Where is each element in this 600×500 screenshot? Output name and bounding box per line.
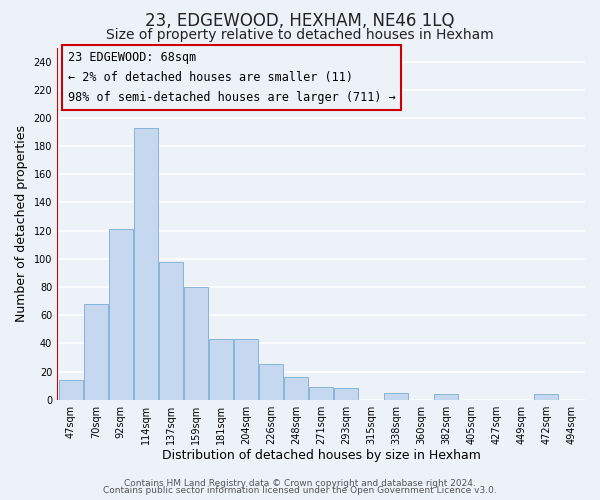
- Bar: [535, 394, 558, 400]
- Bar: [309, 387, 333, 400]
- Bar: [234, 339, 258, 400]
- Bar: [134, 128, 158, 400]
- Bar: [334, 388, 358, 400]
- Bar: [184, 287, 208, 400]
- Text: 23 EDGEWOOD: 68sqm
← 2% of detached houses are smaller (11)
98% of semi-detached: 23 EDGEWOOD: 68sqm ← 2% of detached hous…: [68, 51, 395, 104]
- Bar: [434, 394, 458, 400]
- Text: Contains HM Land Registry data © Crown copyright and database right 2024.: Contains HM Land Registry data © Crown c…: [124, 478, 476, 488]
- Bar: [259, 364, 283, 400]
- Bar: [109, 229, 133, 400]
- Text: Size of property relative to detached houses in Hexham: Size of property relative to detached ho…: [106, 28, 494, 42]
- Bar: [159, 262, 183, 400]
- Bar: [209, 339, 233, 400]
- X-axis label: Distribution of detached houses by size in Hexham: Distribution of detached houses by size …: [161, 450, 481, 462]
- Text: 23, EDGEWOOD, HEXHAM, NE46 1LQ: 23, EDGEWOOD, HEXHAM, NE46 1LQ: [145, 12, 455, 30]
- Bar: [384, 392, 408, 400]
- Text: Contains public sector information licensed under the Open Government Licence v3: Contains public sector information licen…: [103, 486, 497, 495]
- Bar: [84, 304, 108, 400]
- Y-axis label: Number of detached properties: Number of detached properties: [15, 125, 28, 322]
- Bar: [59, 380, 83, 400]
- Bar: [284, 377, 308, 400]
